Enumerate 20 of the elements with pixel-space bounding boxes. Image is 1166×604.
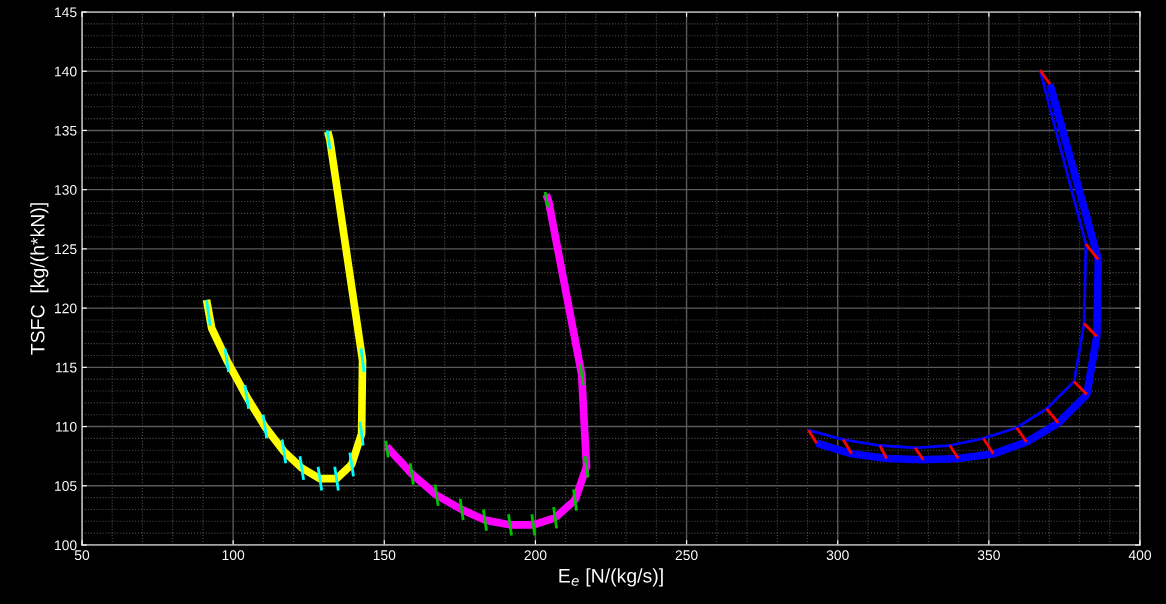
y-tick-label: 105: [55, 481, 77, 491]
x-tick-label: 50: [74, 550, 90, 561]
y-tick-label: 130: [55, 185, 77, 195]
y-tick-label: 120: [55, 303, 77, 314]
x-axis-title: E$_{e}$ [N/(kg/s)]: [559, 568, 663, 587]
y-tick-label: 115: [56, 362, 77, 373]
x-tick-label: 350: [977, 550, 1000, 561]
x-tick-label: 300: [826, 550, 849, 561]
y-tick-label: 140: [55, 66, 77, 77]
y-tick-label: 110: [56, 421, 77, 432]
y-tick-label: 145: [55, 7, 77, 18]
y-tick-label: 125: [55, 244, 77, 255]
y-tick-label: 135: [55, 125, 77, 136]
x-tick-label: 100: [222, 550, 245, 561]
x-tick-label: 400: [1128, 550, 1152, 561]
x-tick-label: 150: [373, 550, 396, 561]
y-tick-label: 100: [55, 540, 77, 551]
x-tick-label: 200: [524, 550, 547, 561]
x-tick-label: 250: [675, 550, 698, 561]
y-axis-title: TSFC [kg/(h*kN)]: [30, 203, 49, 355]
